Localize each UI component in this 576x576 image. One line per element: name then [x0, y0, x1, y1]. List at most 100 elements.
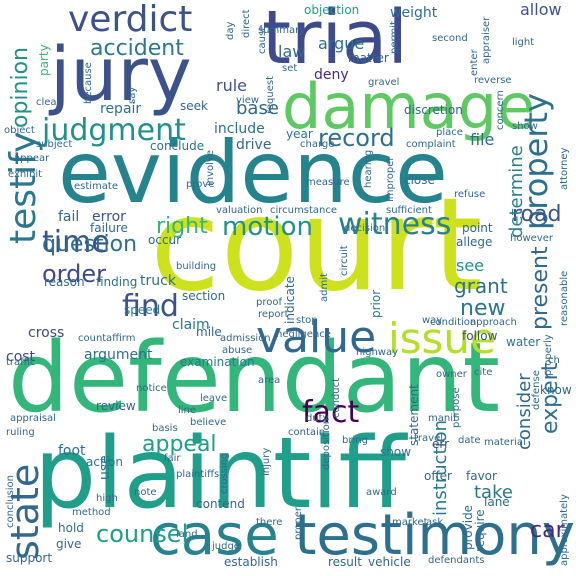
- word-discretion: discretion: [404, 103, 463, 117]
- word-reverse: reverse: [474, 75, 512, 86]
- word-weight: weight: [390, 5, 438, 21]
- word-admission: admission: [220, 333, 271, 344]
- word-favor: favor: [466, 469, 497, 483]
- word-claim: claim: [172, 317, 210, 333]
- word-failure: failure: [90, 221, 128, 235]
- word-defendant: defendant: [8, 322, 500, 434]
- word-year: year: [286, 127, 313, 141]
- word-know: know: [540, 383, 572, 397]
- word-believe: believe: [190, 417, 227, 428]
- word-provide: provide: [461, 504, 475, 550]
- word-way: way: [422, 315, 443, 326]
- word-fact: fact: [302, 395, 360, 430]
- word-approximately: approximately: [559, 494, 570, 566]
- word-objection: objection: [304, 3, 360, 17]
- word-manif: manif: [428, 413, 457, 424]
- word-hearing: hearing: [363, 149, 374, 188]
- word-high: high: [96, 493, 118, 504]
- word-truck: truck: [140, 273, 176, 289]
- word-foot: foot: [58, 443, 86, 459]
- word-judgment: judgment: [42, 113, 186, 148]
- word-involve: involve: [205, 149, 216, 186]
- word-rule: rule: [216, 76, 248, 95]
- word-prove: prove: [186, 179, 215, 190]
- word-enter: enter: [469, 49, 480, 76]
- word-cost: cost: [6, 349, 36, 365]
- word-close: close: [404, 173, 435, 187]
- word-allow: allow: [520, 0, 562, 19]
- word-properly: properly: [543, 334, 554, 376]
- word-file: file: [470, 130, 495, 149]
- word-determine: determine: [506, 145, 527, 238]
- word-result: result: [328, 555, 362, 569]
- word-hold: hold: [58, 521, 84, 535]
- word-order: order: [42, 260, 106, 288]
- word-cause: cause: [257, 24, 268, 54]
- word-attorney: attorney: [559, 147, 570, 190]
- word-matter: matter: [348, 51, 389, 65]
- word-line: line: [178, 405, 197, 416]
- word-ruling: ruling: [6, 427, 35, 438]
- word-follow: follow: [462, 329, 498, 343]
- word-court: court: [150, 171, 483, 320]
- word-review: review: [96, 399, 136, 413]
- word-fair: fair: [164, 453, 181, 464]
- word-request: request: [265, 75, 276, 114]
- word-time: time: [42, 225, 110, 260]
- word-method: method: [72, 507, 111, 518]
- word-party: party: [37, 44, 51, 76]
- word-area: area: [258, 375, 281, 386]
- word-ask: ask: [426, 517, 444, 528]
- word-cross: cross: [28, 325, 65, 341]
- word-offer: offer: [424, 469, 452, 483]
- word-material: material: [484, 437, 526, 448]
- word-defense: defense: [531, 370, 542, 410]
- word-charge: charge: [300, 139, 335, 150]
- word-place: place: [436, 127, 463, 138]
- word-case: case: [150, 503, 279, 568]
- word-examination: examination: [180, 355, 255, 369]
- word-argue: argue: [318, 34, 365, 53]
- word-prior: prior: [369, 289, 383, 318]
- word-accident: accident: [90, 36, 184, 61]
- word-deposition: deposition: [321, 417, 332, 470]
- word-note: note: [134, 487, 157, 498]
- word-vehicle: vehicle: [368, 555, 411, 569]
- word-present: present: [528, 246, 553, 330]
- word-because: because: [83, 62, 94, 104]
- word-plaintiff: plaintiff: [34, 417, 406, 531]
- word-direct: direct: [241, 9, 252, 38]
- word-error: error: [92, 209, 126, 225]
- word-conduct: conduct: [331, 377, 342, 418]
- word-support: support: [6, 551, 53, 565]
- word-improper: improper: [385, 156, 396, 203]
- word-crossing: crossing: [219, 452, 230, 494]
- word-establish: establish: [224, 555, 278, 569]
- word-contain: contain: [288, 427, 326, 438]
- word-gravel: gravel: [368, 77, 400, 88]
- word-right: right: [156, 214, 208, 239]
- word-complaint: complaint: [406, 139, 456, 150]
- word-appraisal: appraisal: [10, 413, 56, 424]
- word-argument: argument: [84, 347, 153, 363]
- word-negligence: negligence: [276, 329, 331, 340]
- word-approach: approach: [470, 317, 517, 328]
- word-reasonable: reasonable: [559, 270, 570, 326]
- word-concern: concern: [495, 90, 506, 130]
- word-car: car: [530, 518, 565, 543]
- word-stop: stop: [296, 315, 318, 326]
- word-find: find: [122, 289, 179, 324]
- word-lane: lane: [484, 495, 510, 509]
- word-owner: owner: [436, 369, 467, 380]
- word-cite: cite: [474, 367, 493, 378]
- word-report: report: [258, 309, 289, 320]
- word-object: object: [4, 125, 35, 136]
- word-give: give: [56, 537, 82, 551]
- word-base: base: [236, 98, 279, 119]
- word-speed: speed: [124, 303, 161, 317]
- word-question: question: [42, 232, 138, 257]
- word-point: point: [462, 221, 493, 235]
- word-conclusion: conclusion: [5, 474, 16, 528]
- word-date: date: [458, 435, 481, 446]
